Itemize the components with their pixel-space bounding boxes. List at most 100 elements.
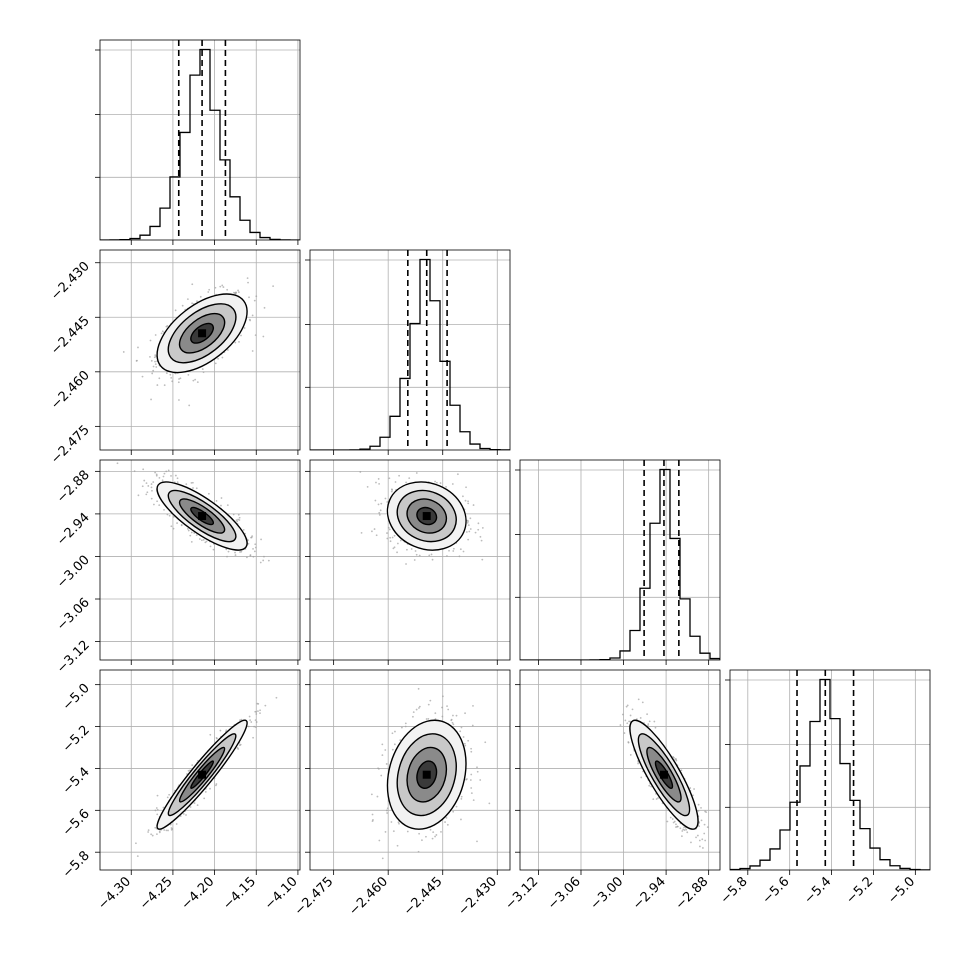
scatter-point <box>255 721 258 723</box>
panel-frame <box>519 669 721 871</box>
scatter-point <box>406 830 409 833</box>
scatter-point <box>648 784 651 787</box>
scatter-point <box>386 501 389 503</box>
scatter-point <box>441 695 444 698</box>
scatter-point <box>137 494 140 497</box>
scatter-point <box>247 542 250 545</box>
scatter-point <box>460 795 463 798</box>
scatter-point <box>219 285 222 288</box>
scatter-point <box>185 814 187 816</box>
scatter-point <box>386 537 389 540</box>
scatter-point <box>418 705 421 708</box>
scatter-point <box>240 718 243 721</box>
scatter-point <box>242 529 245 531</box>
scatter-point <box>156 833 158 836</box>
scatter-point <box>178 378 180 380</box>
scatter-point <box>145 493 148 496</box>
scatter-point <box>254 719 257 722</box>
scatter-point <box>248 715 251 718</box>
scatter-point <box>212 548 215 551</box>
scatter-point <box>384 831 387 833</box>
panel-frame <box>99 669 301 871</box>
scatter-point <box>374 499 377 502</box>
scatter-point <box>156 808 159 811</box>
contour-line-4 <box>386 481 467 551</box>
scatter-point <box>450 718 453 721</box>
scatter-point <box>446 555 448 557</box>
scatter-point <box>195 534 198 537</box>
x-tick-label: −2.445 <box>401 874 446 919</box>
scatter-point <box>389 536 392 539</box>
scatter-point <box>466 778 468 780</box>
scatter-point <box>393 546 396 549</box>
scatter-point <box>476 770 479 773</box>
histogram-panel-3 <box>515 459 721 665</box>
scatter-point <box>703 823 706 826</box>
scatter-point <box>681 830 684 832</box>
scatter-point <box>676 825 679 828</box>
scatter-point <box>168 514 171 517</box>
scatter-point <box>462 550 465 553</box>
y-tick-label: −3.12 <box>54 638 93 677</box>
scatter-point <box>232 513 235 516</box>
scatter-point <box>427 717 430 720</box>
scatter-point <box>272 285 275 288</box>
scatter-point <box>406 548 408 551</box>
scatter-point <box>396 844 399 847</box>
scatter-point <box>430 553 433 556</box>
scatter-point <box>445 816 448 819</box>
scatter-point <box>192 487 194 489</box>
scatter-point <box>150 483 153 485</box>
scatter-point <box>174 309 177 312</box>
scatter-point <box>253 725 256 728</box>
scatter-point <box>700 806 702 809</box>
scatter-point <box>639 717 642 719</box>
scatter-point <box>215 784 217 787</box>
scatter-point <box>697 810 700 812</box>
scatter-point <box>256 702 259 705</box>
scatter-point <box>155 366 158 368</box>
scatter-point <box>366 485 369 488</box>
scatter-point <box>165 470 168 473</box>
scatter-point <box>393 534 396 537</box>
contour-line-2 <box>406 746 448 803</box>
scatter-point <box>434 835 436 838</box>
scatter-point <box>219 729 222 732</box>
density-peak <box>422 770 431 779</box>
scatter-point <box>254 710 257 713</box>
scatter-point <box>488 802 491 805</box>
y-tick-label: −5.8 <box>60 848 93 881</box>
scatter-point <box>234 551 236 554</box>
scatter-point <box>249 719 251 722</box>
contour-line-3 <box>167 303 237 364</box>
scatter-point <box>652 798 655 801</box>
scatter-point <box>404 722 407 725</box>
scatter-point <box>237 748 240 750</box>
y-tick-label: −3.00 <box>54 553 93 592</box>
scatter-point <box>479 779 482 781</box>
scatter-point <box>655 798 658 800</box>
scatter-point <box>683 829 686 831</box>
scatter-point <box>637 698 640 701</box>
scatter-point <box>626 704 629 707</box>
scatter-point <box>240 334 242 337</box>
scatter-point <box>619 724 622 726</box>
scatter-point <box>464 499 467 502</box>
scatter-point <box>385 809 388 812</box>
contour-line-3 <box>167 733 237 817</box>
scatter-point <box>398 474 401 477</box>
scatter-point <box>154 354 157 356</box>
scatter-point <box>170 376 173 379</box>
scatter-point <box>371 813 374 816</box>
scatter-point <box>440 831 442 833</box>
scatter-point <box>404 725 407 728</box>
scatter-point <box>396 542 399 545</box>
density-peak <box>198 770 207 779</box>
scatter-point <box>672 756 675 758</box>
scatter-panel-4-1: −4.30 −4.25 −4.20 −4.15 −4.10−5.8−5.6−5.4−5.… <box>60 669 301 913</box>
scatter-point <box>657 797 659 799</box>
scatter-point <box>154 809 157 812</box>
contour-line-3 <box>396 489 457 543</box>
panel-frame <box>99 249 301 451</box>
scatter-point <box>405 481 408 484</box>
